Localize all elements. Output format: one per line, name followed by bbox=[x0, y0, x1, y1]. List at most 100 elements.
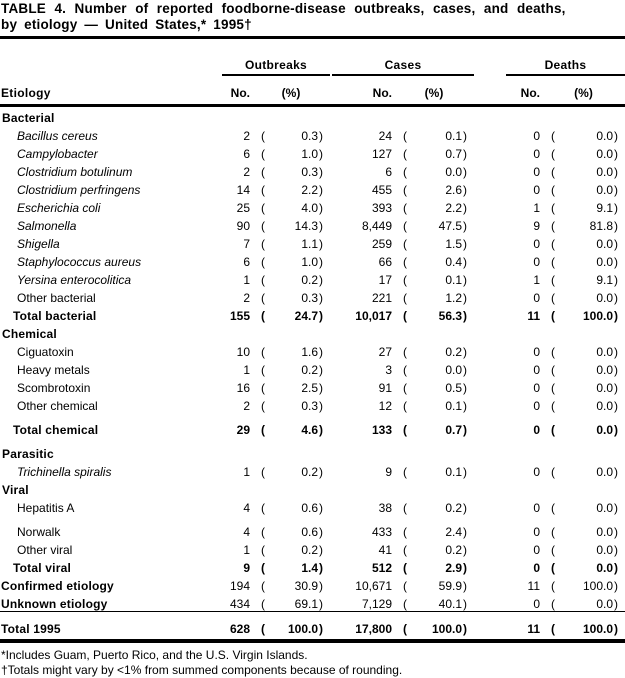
count-cell: 3 bbox=[385, 363, 392, 377]
row-label: Parasitic bbox=[2, 447, 54, 461]
percent-cell: (0.6) bbox=[261, 525, 323, 539]
count-cell: 9 bbox=[385, 465, 392, 479]
count-cell: 41 bbox=[378, 543, 392, 557]
count-cell: 38 bbox=[378, 501, 392, 515]
count-cell: 10 bbox=[236, 345, 250, 359]
table-row: Confirmed etiology 194 (30.9) 10,671 (59.9) 1… bbox=[0, 575, 625, 593]
footnotes: *Includes Guam, Puerto Rico, and the U.S… bbox=[0, 648, 625, 678]
percent-cell: (0.3) bbox=[261, 399, 323, 413]
percent-cell: (2.2) bbox=[261, 183, 323, 197]
percent-cell: (0.0) bbox=[403, 363, 467, 377]
percent-cell: (0.0) bbox=[551, 465, 619, 479]
column-gap bbox=[474, 179, 506, 197]
deaths-pct-header: (%) bbox=[542, 75, 625, 107]
percent-cell: (0.2) bbox=[261, 363, 323, 377]
column-gap bbox=[474, 515, 506, 539]
table-row: Ciguatoxin 10 (1.6) 27 (0.2) 0 (0.0) bbox=[0, 341, 625, 359]
row-label: Total chemical bbox=[13, 423, 99, 437]
percent-cell: (0.5) bbox=[403, 381, 467, 395]
percent-cell: (14.3) bbox=[261, 219, 323, 233]
column-gap bbox=[474, 497, 506, 515]
percent-cell: (4.6) bbox=[261, 423, 323, 437]
column-gap bbox=[474, 75, 506, 107]
count-cell: 24 bbox=[378, 129, 392, 143]
row-label: Ciguatoxin bbox=[17, 345, 74, 359]
count-cell: 1 bbox=[533, 201, 540, 215]
column-group-row: Outbreaks Cases Deaths bbox=[0, 48, 625, 76]
table-row: Total bacterial 155 (24.7) 10,017 (56.3) 11 (1… bbox=[0, 305, 625, 323]
percent-cell: (0.0) bbox=[551, 129, 619, 143]
count-cell: 1 bbox=[243, 465, 250, 479]
count-cell: 127 bbox=[371, 147, 392, 161]
percent-cell: (0.0) bbox=[551, 543, 619, 557]
percent-cell: (2.4) bbox=[403, 525, 467, 539]
table-title-line2: by etiology — United States,* 1995† bbox=[1, 17, 252, 32]
table-row: Staphylococcus aureus 6 (1.0) 66 (0.4) 0 (0.0) bbox=[0, 251, 625, 269]
row-label: Shigella bbox=[17, 237, 60, 251]
percent-cell: (0.2) bbox=[261, 543, 323, 557]
percent-cell: (0.7) bbox=[403, 147, 467, 161]
percent-cell: (2.2) bbox=[403, 201, 467, 215]
count-cell: 0 bbox=[533, 501, 540, 515]
table-row: Total chemical 29 (4.6) 133 (0.7) 0 (0.0) bbox=[0, 413, 625, 437]
outbreaks-pct-header: (%) bbox=[252, 75, 330, 107]
table-row: Shigella 7 (1.1) 259 (1.5) 0 (0.0) bbox=[0, 233, 625, 251]
count-cell: 2 bbox=[243, 129, 250, 143]
outbreaks-no-header: No. bbox=[222, 75, 252, 107]
percent-cell: (24.7) bbox=[261, 309, 323, 323]
section-row: Parasitic bbox=[0, 437, 625, 461]
count-cell: 434 bbox=[229, 597, 250, 611]
percent-cell: (0.0) bbox=[551, 381, 619, 395]
row-label: Staphylococcus aureus bbox=[17, 255, 142, 269]
column-gap bbox=[474, 575, 506, 593]
percent-cell: (30.9) bbox=[261, 579, 323, 593]
count-cell: 9 bbox=[533, 219, 540, 233]
row-label: Unknown etiology bbox=[1, 597, 108, 611]
percent-cell: (56.3) bbox=[403, 309, 467, 323]
percent-cell: (0.7) bbox=[403, 423, 467, 437]
count-cell: 0 bbox=[533, 165, 540, 179]
column-gap bbox=[474, 413, 506, 437]
cases-pct-header: (%) bbox=[394, 75, 474, 107]
count-cell: 0 bbox=[533, 561, 540, 575]
row-label: Yersina enterocolitica bbox=[17, 273, 132, 287]
percent-cell: (0.0) bbox=[551, 525, 619, 539]
table-row: Unknown etiology 434 (69.1) 7,129 (40.1) 0 (0.… bbox=[0, 593, 625, 612]
row-label: Total viral bbox=[13, 561, 71, 575]
count-cell: 10,671 bbox=[355, 579, 392, 593]
count-cell: 0 bbox=[533, 237, 540, 251]
column-group-deaths: Deaths bbox=[506, 48, 625, 76]
column-gap bbox=[474, 305, 506, 323]
count-cell: 0 bbox=[533, 147, 540, 161]
percent-cell: (1.1) bbox=[261, 237, 323, 251]
row-label: Chemical bbox=[2, 327, 57, 341]
count-cell: 0 bbox=[533, 525, 540, 539]
count-cell: 91 bbox=[378, 381, 392, 395]
row-label: Norwalk bbox=[17, 525, 61, 539]
percent-cell: (4.0) bbox=[261, 201, 323, 215]
percent-cell: (0.6) bbox=[261, 501, 323, 515]
title-rule bbox=[0, 36, 625, 39]
percent-cell: (0.1) bbox=[403, 465, 467, 479]
table-row: Other bacterial 2 (0.3) 221 (1.2) 0 (0.0) bbox=[0, 287, 625, 305]
percent-cell: (9.1) bbox=[551, 201, 619, 215]
count-cell: 0 bbox=[533, 381, 540, 395]
percent-cell: (0.4) bbox=[403, 255, 467, 269]
empty-cells bbox=[222, 437, 625, 461]
column-gap bbox=[474, 161, 506, 179]
count-cell: 1 bbox=[533, 273, 540, 287]
count-cell: 155 bbox=[229, 309, 250, 323]
count-cell: 0 bbox=[533, 183, 540, 197]
row-label: Salmonella bbox=[17, 219, 77, 233]
count-cell: 1 bbox=[243, 363, 250, 377]
count-cell: 16 bbox=[236, 381, 250, 395]
column-gap bbox=[474, 251, 506, 269]
percent-cell: (0.0) bbox=[551, 165, 619, 179]
empty-cells bbox=[222, 323, 625, 341]
empty-cells bbox=[222, 479, 625, 497]
row-label: Total 1995 bbox=[0, 611, 222, 643]
percent-cell: (1.5) bbox=[403, 237, 467, 251]
count-cell: 0 bbox=[533, 255, 540, 269]
count-cell: 455 bbox=[371, 183, 392, 197]
